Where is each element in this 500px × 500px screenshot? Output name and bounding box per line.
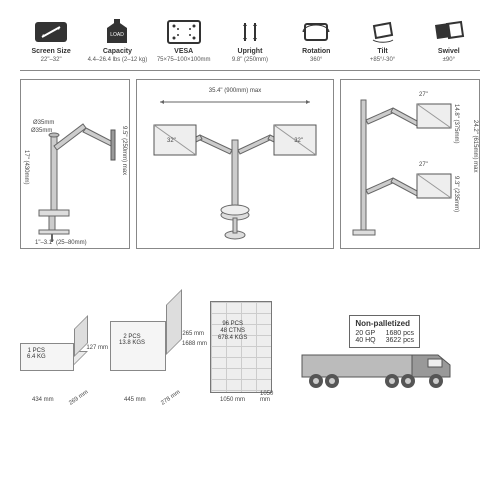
front-view: 35.4" (900mm) max 32" 32"	[136, 79, 334, 249]
spec-value: 22"–32"	[41, 57, 62, 64]
tilt-icon	[364, 18, 402, 46]
box1-wt: 6.4 KG	[27, 354, 46, 360]
dim-scr-l: 32"	[167, 138, 176, 144]
box1-d: 269 mm	[68, 389, 89, 406]
ship-title: Non-palletized	[355, 319, 414, 328]
spec-row: Screen Size 22"–32" LOAD Capacity 4.4–26…	[20, 18, 480, 71]
side-view-svg: Ø35mm	[21, 80, 129, 248]
spec-screen: Screen Size 22"–32"	[20, 18, 82, 64]
pallet-ctns: 48 CTNS	[220, 328, 245, 334]
vesa-icon	[165, 18, 203, 46]
dim-clamp: 1"–3.1" (25–80mm)	[35, 240, 87, 246]
dim-s-lower: 9.3" (235mm)	[453, 176, 459, 212]
stacked-view: 27" 27" 24.2" (615mm) max 14.8" (375mm) …	[340, 79, 480, 249]
spec-value: 75×75–100×100mm	[157, 57, 211, 64]
front-view-svg	[137, 80, 333, 248]
ship-r2-type: 40 HQ	[355, 337, 375, 344]
rotation-icon	[297, 18, 335, 46]
pallet-wt: 678.4 KGS	[218, 335, 247, 341]
packaging-row: 1 PCS 6.4 KG 434 mm 269 mm 127 mm 2 PCS …	[20, 263, 480, 393]
dim-s-overall: 24.2" (615mm) max	[472, 120, 478, 172]
spec-value: 9.8" (250mm)	[232, 57, 268, 64]
box1-h: 127 mm	[86, 345, 108, 351]
box2: 2 PCS 13.8 KGS 445 mm 278 mm 265 mm	[110, 321, 186, 393]
capacity-icon: LOAD	[98, 18, 136, 46]
pallet: 96 PCS 48 CTNS 678.4 KGS 1050 mm 1050 mm…	[210, 301, 272, 393]
spec-capacity: LOAD Capacity 4.4–26.4 lbs (2–12 kg)	[86, 18, 148, 64]
box2-h: 265 mm	[182, 331, 204, 337]
spec-sheet: Screen Size 22"–32" LOAD Capacity 4.4–26…	[0, 0, 500, 500]
spec-vesa: VESA 75×75–100×100mm	[153, 18, 215, 64]
dim-s-bot: 27"	[419, 162, 428, 168]
truck-area: Non-palletized 20 GP 1680 pcs 40 HQ 3622…	[282, 313, 480, 393]
ship-r2-pcs: 3622 pcs	[386, 337, 414, 344]
spec-value: 360°	[310, 57, 322, 64]
spec-swivel: Swivel ±90°	[418, 18, 480, 64]
svg-text:Ø35mm: Ø35mm	[31, 128, 52, 134]
dim-overall: 17" (430mm)	[23, 150, 29, 184]
shipping-table: Non-palletized 20 GP 1680 pcs 40 HQ 3622…	[349, 315, 420, 348]
swivel-icon	[430, 18, 468, 46]
upright-icon	[231, 18, 269, 46]
spec-label: Screen Size	[31, 48, 70, 55]
spec-value: +85°/-30°	[370, 57, 395, 64]
box2-w: 445 mm	[124, 397, 146, 403]
pallet-h: 1688 mm	[182, 341, 207, 347]
dim-dia: Ø35mm	[33, 120, 54, 126]
spec-label: VESA	[174, 48, 193, 55]
dim-s-top: 27"	[419, 92, 428, 98]
spec-label: Rotation	[302, 48, 330, 55]
spec-upright: Upright 9.8" (250mm)	[219, 18, 281, 64]
spec-label: Capacity	[103, 48, 132, 55]
pallet-w: 1050 mm	[220, 397, 245, 403]
drawings-row: Ø35mm 9.5" (250mm) max 17" (430mm) 1"–3.…	[20, 79, 480, 249]
box2-wt: 13.8 KGS	[119, 340, 145, 346]
pallet-qty: 96 PCS	[222, 321, 243, 327]
box2-d: 278 mm	[160, 389, 181, 406]
spec-tilt: Tilt +85°/-30°	[351, 18, 413, 64]
dim-s-upper: 14.8" (375mm)	[453, 104, 459, 143]
spec-label: Upright	[238, 48, 263, 55]
ship-r1-pcs: 1680 pcs	[386, 330, 414, 337]
spec-label: Tilt	[377, 48, 387, 55]
dim-scr-r: 32"	[294, 138, 303, 144]
box1-w: 434 mm	[32, 397, 54, 403]
spec-label: Swivel	[438, 48, 460, 55]
svg-text:LOAD: LOAD	[111, 32, 125, 38]
box2-qty: 2 PCS	[123, 334, 140, 340]
dim-hmax: 9.5" (250mm) max	[121, 126, 127, 175]
screen-size-icon	[32, 18, 70, 46]
spec-rotation: Rotation 360°	[285, 18, 347, 64]
spec-value: ±90°	[443, 57, 455, 64]
ship-r1-type: 20 GP	[355, 330, 375, 337]
side-view: Ø35mm 9.5" (250mm) max 17" (430mm) 1"–3.…	[20, 79, 130, 249]
box1-qty: 1 PCS	[28, 348, 45, 354]
pallet-d: 1050 mm	[260, 391, 273, 403]
dim-width: 35.4" (900mm) max	[209, 88, 261, 94]
box1: 1 PCS 6.4 KG 434 mm 269 mm 127 mm	[20, 343, 90, 393]
spec-value: 4.4–26.4 lbs (2–12 kg)	[88, 57, 148, 64]
